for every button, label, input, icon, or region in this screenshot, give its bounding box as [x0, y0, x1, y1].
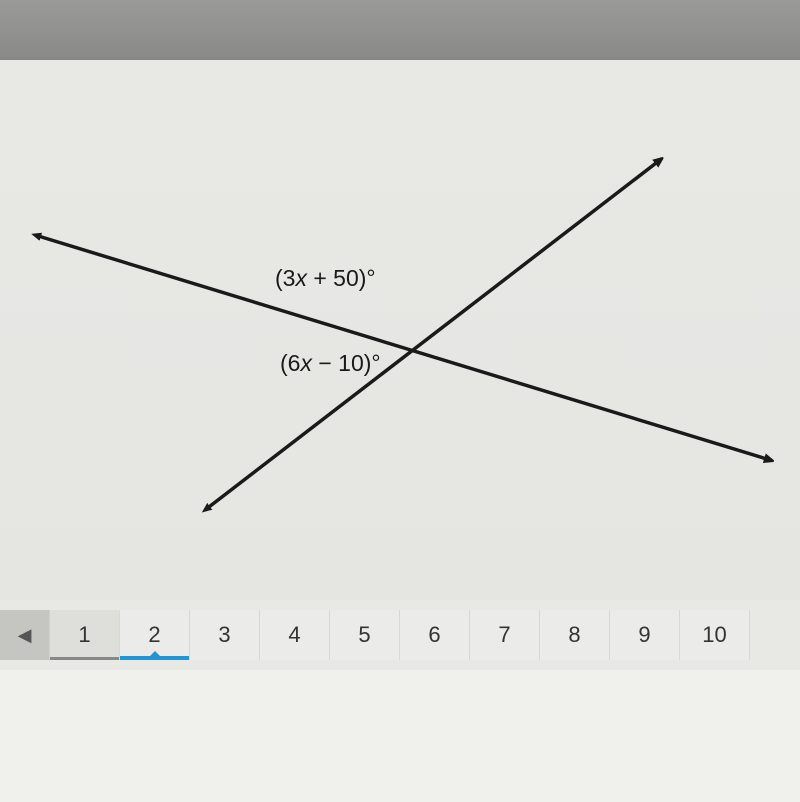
angle-label-bottom: (6x − 10)°: [280, 350, 381, 377]
page-item-6[interactable]: 6: [400, 610, 470, 660]
intersecting-lines-diagram: [0, 60, 800, 600]
line-1: [35, 235, 770, 460]
page-item-2[interactable]: 2: [120, 610, 190, 660]
page-item-7[interactable]: 7: [470, 610, 540, 660]
page-item-3[interactable]: 3: [190, 610, 260, 660]
page-item-8[interactable]: 8: [540, 610, 610, 660]
page-item-5[interactable]: 5: [330, 610, 400, 660]
bottom-area: [0, 670, 800, 802]
page-item-10[interactable]: 10: [680, 610, 750, 660]
diagram-area: (3x + 50)° (6x − 10)°: [0, 60, 800, 600]
top-toolbar: [0, 0, 800, 60]
page-item-9[interactable]: 9: [610, 610, 680, 660]
angle-label-top: (3x + 50)°: [275, 265, 376, 292]
page-item-1[interactable]: 1: [50, 610, 120, 660]
page-item-4[interactable]: 4: [260, 610, 330, 660]
pagination-bar: ◀ 12345678910: [0, 600, 800, 670]
prev-page-button[interactable]: ◀: [0, 610, 50, 660]
line-2: [205, 160, 660, 510]
